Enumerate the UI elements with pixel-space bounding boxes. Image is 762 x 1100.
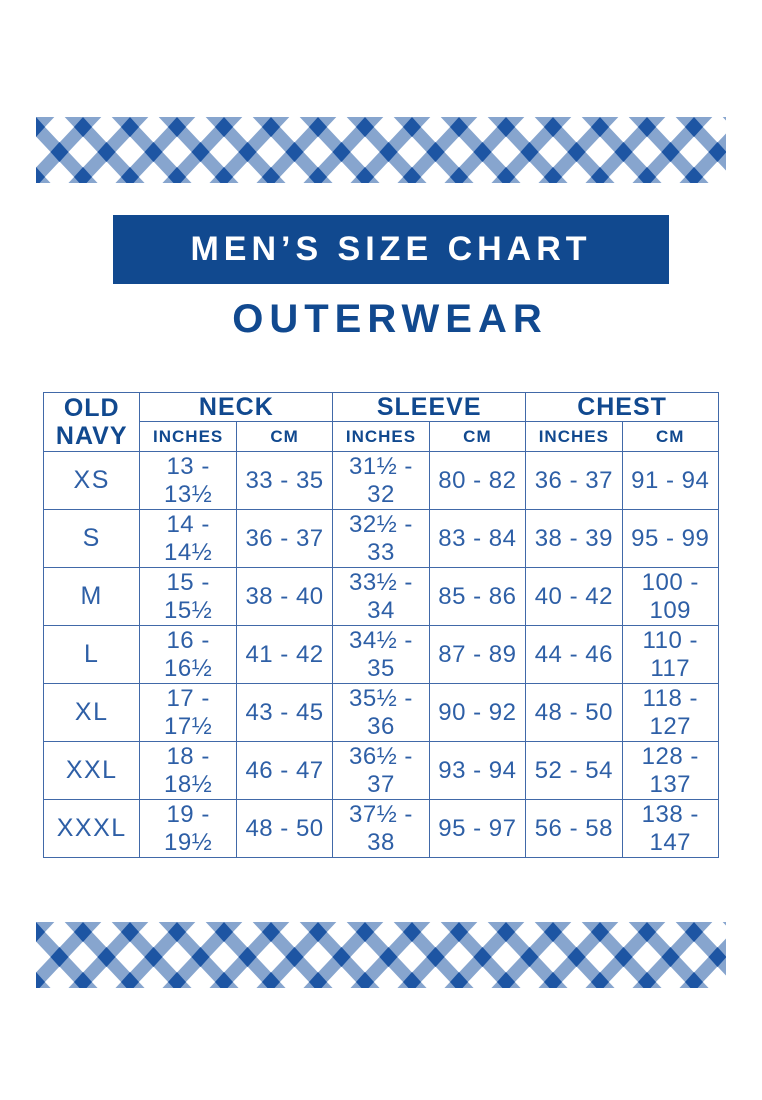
size-label: M bbox=[42, 567, 141, 626]
measurement-cell: 34½ - 35 bbox=[332, 625, 430, 684]
measurement-cell: 90 - 92 bbox=[428, 683, 527, 742]
subtitle: OUTERWEAR bbox=[232, 297, 548, 341]
measurement-cell: 36½ - 37 bbox=[332, 741, 430, 800]
column-group-neck: NECK bbox=[139, 392, 334, 422]
size-label: S bbox=[42, 509, 141, 568]
table-row: S 14 - 14½ 36 - 37 32½ - 33 83 - 84 38 - 39 95… bbox=[42, 509, 720, 568]
brand-line-2: NAVY bbox=[55, 422, 128, 450]
measurement-cell: 40 - 42 bbox=[525, 567, 623, 626]
measurement-cell: 95 - 97 bbox=[428, 799, 527, 858]
measurement-cell: 46 - 47 bbox=[235, 741, 334, 800]
measurement-cell: 44 - 46 bbox=[525, 625, 623, 684]
brand-logo: OLD NAVY bbox=[42, 392, 141, 452]
unit-header-chest-inches: INCHES bbox=[525, 421, 623, 452]
size-chart-table: OLD NAVY NECK SLEEVE CHEST INCHES CM INC… bbox=[42, 392, 720, 858]
measurement-cell: 36 - 37 bbox=[235, 509, 334, 568]
lattice-pattern-band-top bbox=[36, 117, 726, 183]
table-row: XXXL 19 - 19½ 48 - 50 37½ - 38 95 - 97 56 - 5… bbox=[42, 799, 720, 858]
column-group-sleeve: SLEEVE bbox=[332, 392, 527, 422]
group-header-row: OLD NAVY NECK SLEEVE CHEST bbox=[42, 392, 719, 452]
measurement-cell: 35½ - 36 bbox=[332, 683, 430, 742]
size-label: L bbox=[42, 625, 141, 684]
measurement-cell: 38 - 40 bbox=[235, 567, 334, 626]
table-row: XS 13 - 13½ 33 - 35 31½ - 32 80 - 82 36 - 37 9… bbox=[42, 451, 720, 510]
table-row: M 15 - 15½ 38 - 40 33½ - 34 85 - 86 40 - 42 10… bbox=[42, 567, 720, 626]
measurement-cell: 48 - 50 bbox=[525, 683, 623, 742]
measurement-cell: 38 - 39 bbox=[525, 509, 623, 568]
size-label: XS bbox=[42, 451, 141, 510]
page-title: MEN’S SIZE CHART bbox=[190, 230, 592, 268]
size-label: XXL bbox=[42, 741, 141, 800]
measurement-cell: 118 - 127 bbox=[621, 683, 720, 742]
size-table-body: XS 13 - 13½ 33 - 35 31½ - 32 80 - 82 36 - 37 9… bbox=[42, 451, 720, 858]
column-group-chest: CHEST bbox=[525, 392, 719, 422]
measurement-cell: 31½ - 32 bbox=[332, 451, 430, 510]
measurement-cell: 128 - 137 bbox=[621, 741, 720, 800]
measurement-cell: 138 - 147 bbox=[621, 799, 720, 858]
table-row: XL 17 - 17½ 43 - 45 35½ - 36 90 - 92 48 - 50 1… bbox=[42, 683, 720, 742]
measurement-cell: 18 - 18½ bbox=[139, 741, 237, 800]
measurement-cell: 19 - 19½ bbox=[139, 799, 237, 858]
measurement-cell: 37½ - 38 bbox=[332, 799, 430, 858]
size-label: XL bbox=[42, 683, 141, 742]
title-banner: MEN’S SIZE CHART bbox=[113, 215, 669, 284]
unit-header-row: INCHES CM INCHES CM INCHES CM bbox=[44, 421, 720, 452]
measurement-cell: 83 - 84 bbox=[428, 509, 527, 568]
unit-header-neck-inches: INCHES bbox=[139, 421, 237, 452]
measurement-cell: 52 - 54 bbox=[525, 741, 623, 800]
measurement-cell: 41 - 42 bbox=[235, 625, 334, 684]
measurement-cell: 13 - 13½ bbox=[139, 451, 237, 510]
measurement-cell: 48 - 50 bbox=[235, 799, 334, 858]
measurement-cell: 91 - 94 bbox=[621, 451, 720, 510]
brand-line-1: OLD bbox=[63, 394, 120, 422]
table-row: L 16 - 16½ 41 - 42 34½ - 35 87 - 89 44 - 46 11… bbox=[42, 625, 720, 684]
measurement-cell: 17 - 17½ bbox=[139, 683, 237, 742]
measurement-cell: 16 - 16½ bbox=[139, 625, 237, 684]
measurement-cell: 95 - 99 bbox=[621, 509, 720, 568]
measurement-cell: 14 - 14½ bbox=[139, 509, 237, 568]
measurement-cell: 110 - 117 bbox=[621, 625, 720, 684]
unit-header-sleeve-cm: CM bbox=[428, 421, 527, 452]
measurement-cell: 80 - 82 bbox=[428, 451, 527, 510]
measurement-cell: 85 - 86 bbox=[428, 567, 527, 626]
measurement-cell: 56 - 58 bbox=[525, 799, 623, 858]
measurement-cell: 32½ - 33 bbox=[332, 509, 430, 568]
measurement-cell: 33 - 35 bbox=[235, 451, 334, 510]
measurement-cell: 93 - 94 bbox=[428, 741, 527, 800]
unit-header-neck-cm: CM bbox=[235, 421, 334, 452]
unit-header-sleeve-inches: INCHES bbox=[332, 421, 430, 452]
measurement-cell: 100 - 109 bbox=[621, 567, 720, 626]
measurement-cell: 87 - 89 bbox=[428, 625, 527, 684]
lattice-pattern-band-bottom bbox=[36, 922, 726, 988]
measurement-cell: 15 - 15½ bbox=[139, 567, 237, 626]
table-row: XXL 18 - 18½ 46 - 47 36½ - 37 93 - 94 52 - 54… bbox=[42, 741, 720, 800]
measurement-cell: 33½ - 34 bbox=[332, 567, 430, 626]
measurement-cell: 43 - 45 bbox=[235, 683, 334, 742]
size-label: XXXL bbox=[42, 799, 141, 858]
unit-header-chest-cm: CM bbox=[621, 421, 720, 452]
measurement-cell: 36 - 37 bbox=[525, 451, 623, 510]
